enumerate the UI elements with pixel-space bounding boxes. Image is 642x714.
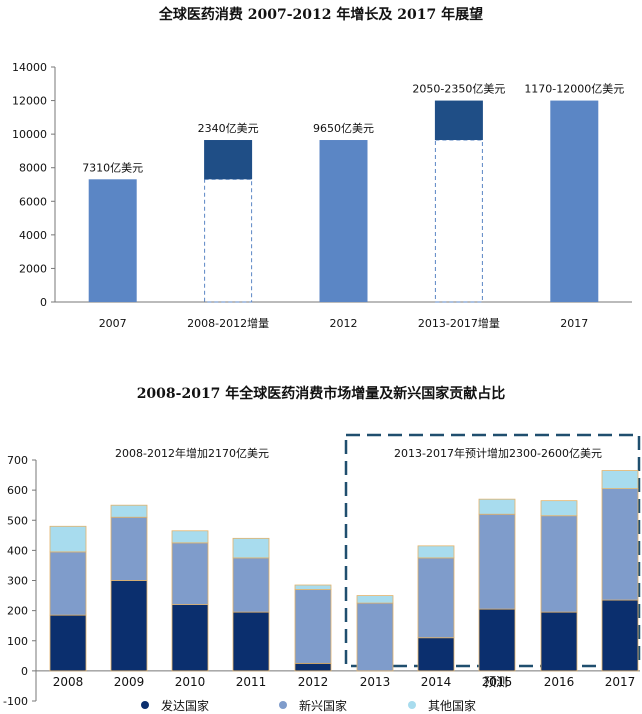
stacked-segment bbox=[478, 513, 516, 610]
stacked-segment bbox=[417, 637, 455, 672]
x-tick-label: 2013-2017增量 bbox=[418, 316, 500, 330]
annotation-left: 2008-2012年增加2170亿美元 bbox=[115, 446, 269, 460]
y-tick-label: 8000 bbox=[19, 162, 47, 175]
y-tick-label: 100 bbox=[7, 635, 28, 648]
x-axis-label: 预测 bbox=[484, 675, 508, 689]
stacked-segment bbox=[49, 614, 87, 672]
bar-base-outline bbox=[434, 139, 483, 303]
bar bbox=[550, 100, 599, 302]
bar-base-outline bbox=[204, 178, 253, 303]
stacked-segment bbox=[540, 611, 578, 672]
y-tick-label: 0 bbox=[40, 296, 47, 309]
legend-label: 新兴国家 bbox=[299, 698, 347, 713]
stacked-segment bbox=[356, 595, 394, 604]
legend-marker bbox=[141, 701, 149, 709]
y-tick-label: 14000 bbox=[12, 61, 47, 74]
y-tick-label: 600 bbox=[7, 484, 28, 497]
x-tick-label: 2017 bbox=[605, 675, 636, 689]
x-tick-label: 2015 bbox=[482, 675, 513, 689]
bar bbox=[319, 140, 368, 302]
stacked-segment bbox=[110, 504, 148, 518]
stacked-segment bbox=[417, 545, 455, 559]
chart2-title: 2008-2017 年全球医药消费市场增量及新兴国家贡献占比 bbox=[136, 386, 506, 402]
x-tick-label: 2011 bbox=[236, 675, 267, 689]
legend-label: 发达国家 bbox=[161, 698, 209, 713]
stacked-segment bbox=[110, 516, 148, 581]
x-tick-label: 2008-2012增量 bbox=[187, 316, 269, 330]
y-tick-label: 6000 bbox=[19, 195, 47, 208]
stacked-segment bbox=[294, 584, 332, 590]
forecast-box bbox=[344, 433, 641, 668]
y-tick-label: 700 bbox=[7, 454, 28, 467]
data-label: 2050-2350亿美元 bbox=[412, 83, 505, 96]
stacked-segment bbox=[294, 662, 332, 672]
y-tick-label: 10000 bbox=[12, 128, 47, 141]
stacked-segment bbox=[171, 542, 209, 605]
x-tick-label: 2017 bbox=[560, 317, 588, 330]
stacked-segment bbox=[601, 488, 639, 601]
x-tick-label: 2010 bbox=[175, 675, 206, 689]
annotation-right: 2013-2017年预计增加2300-2600亿美元 bbox=[394, 446, 602, 460]
y-tick-label: 300 bbox=[7, 575, 28, 588]
x-tick-label: 2009 bbox=[114, 675, 145, 689]
data-label: 7310亿美元 bbox=[82, 161, 143, 174]
stacked-segment bbox=[540, 500, 578, 517]
bar-increment bbox=[434, 100, 483, 141]
stacked-segment bbox=[232, 611, 270, 672]
stacked-segment bbox=[232, 537, 270, 559]
stacked-segment bbox=[171, 530, 209, 544]
y-tick-label: -100 bbox=[3, 695, 28, 708]
x-tick-label: 2016 bbox=[544, 675, 575, 689]
x-tick-label: 2014 bbox=[421, 675, 452, 689]
stacked-segment bbox=[601, 470, 639, 490]
stacked-segment bbox=[601, 599, 639, 672]
stacked-segment bbox=[171, 604, 209, 672]
stacked-segment bbox=[417, 557, 455, 639]
x-tick-label: 2007 bbox=[99, 317, 127, 330]
stacked-segment bbox=[232, 557, 270, 613]
stacked-segment bbox=[478, 498, 516, 515]
stacked-segment bbox=[49, 525, 87, 553]
legend-marker bbox=[408, 701, 416, 709]
data-label: 1170-12000亿美元 bbox=[524, 83, 624, 96]
x-tick-label: 2013 bbox=[360, 675, 391, 689]
data-label: 9650亿美元 bbox=[313, 122, 374, 135]
y-tick-label: 500 bbox=[7, 514, 28, 527]
y-tick-label: 4000 bbox=[19, 229, 47, 242]
x-tick-label: 2012 bbox=[330, 317, 358, 330]
bar-increment bbox=[204, 140, 253, 180]
stacked-segment bbox=[49, 551, 87, 616]
x-tick-label: 2008 bbox=[53, 675, 84, 689]
y-tick-label: 2000 bbox=[19, 262, 47, 275]
legend-label: 其他国家 bbox=[428, 698, 476, 713]
stacked-segment bbox=[356, 602, 394, 672]
chart1: 0 2000 4000 6000 8000 10000 12000 14000 7310亿美元 2… bbox=[12, 61, 632, 330]
chart1-title: 全球医药消费 2007-2012 年增长及 2017 年展望 bbox=[158, 7, 484, 23]
stacked-segment bbox=[478, 608, 516, 672]
bar bbox=[88, 179, 137, 302]
legend-marker bbox=[279, 701, 287, 709]
stacked-segment bbox=[110, 580, 148, 672]
y-tick-label: 400 bbox=[7, 544, 28, 557]
x-tick-label: 2012 bbox=[298, 675, 329, 689]
stacked-segment bbox=[294, 589, 332, 664]
chart2: -100 0 100 200 300 400 500 600 700 2008 2009 2010 20… bbox=[3, 433, 641, 713]
y-tick-label: 12000 bbox=[12, 95, 47, 108]
data-label: 2340亿美元 bbox=[198, 122, 259, 135]
y-tick-label: 200 bbox=[7, 605, 28, 618]
y-tick-label: 0 bbox=[21, 665, 28, 678]
stacked-segment bbox=[540, 515, 578, 613]
